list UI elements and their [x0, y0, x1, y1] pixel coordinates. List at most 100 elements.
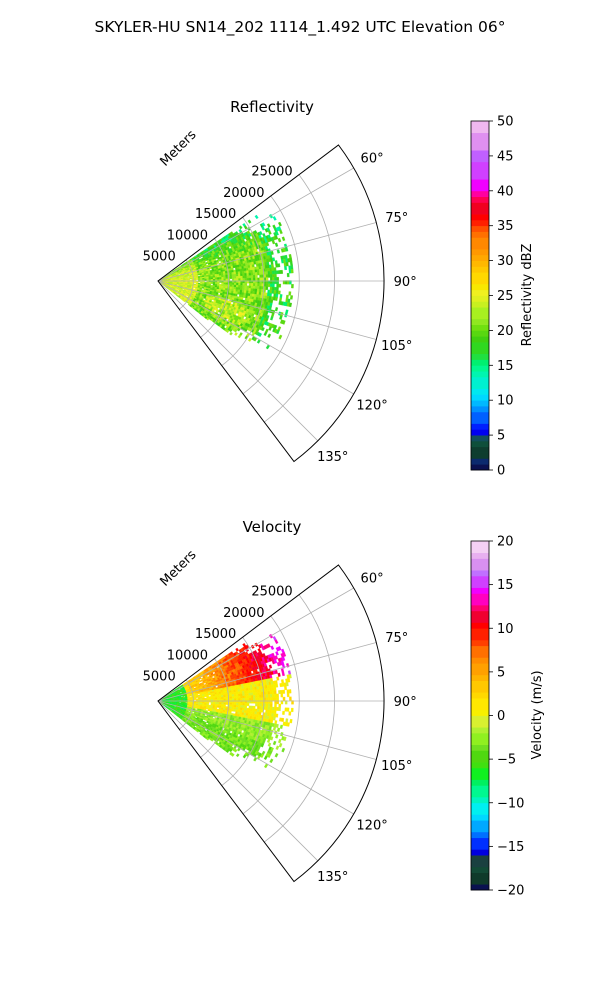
colorbar-segment [471, 359, 489, 366]
data-cell [233, 276, 237, 279]
colorbar-segment [471, 394, 489, 401]
colorbar-segment [471, 318, 489, 325]
data-cell [221, 276, 224, 280]
data-cell [276, 287, 279, 291]
data-cell [258, 711, 262, 716]
data-cell [267, 283, 271, 288]
colorbar-segment [471, 179, 489, 186]
data-cell [265, 277, 269, 281]
data-cell [212, 275, 216, 278]
range-tick-label: 10000 [167, 648, 208, 663]
data-cell [182, 299, 186, 303]
data-cell [221, 278, 224, 281]
data-cell [272, 283, 275, 288]
data-cell [271, 690, 275, 695]
data-cell [240, 702, 243, 706]
data-cell [279, 294, 283, 299]
colorbar-segment [471, 417, 489, 424]
colorbar-segment [471, 336, 489, 343]
data-cell [212, 697, 216, 700]
reflectivity-panel: Reflectivity 50001000015000200002500060°… [143, 98, 535, 479]
data-cell [198, 698, 201, 700]
data-cell [248, 288, 252, 292]
data-cell [267, 697, 271, 701]
data-cell [257, 283, 260, 287]
data-cell [242, 287, 245, 291]
data-cell [274, 286, 277, 291]
data-cell [286, 689, 290, 694]
data-cell [288, 689, 292, 694]
data-cell [221, 696, 224, 700]
data-cell [285, 294, 289, 299]
data-cell [275, 651, 279, 656]
azimuth-tick-label: 60° [361, 571, 384, 586]
data-cell [246, 695, 250, 699]
data-cell [240, 275, 243, 279]
data-cell [248, 705, 252, 709]
data-cell [206, 279, 209, 281]
data-cell [280, 693, 284, 698]
colorbar-segment [471, 330, 489, 337]
data-cell [229, 702, 233, 706]
data-cell [279, 297, 282, 302]
data-cell [254, 285, 258, 290]
data-cell [280, 668, 285, 673]
data-cell [223, 698, 226, 701]
data-cell [225, 278, 229, 281]
data-cell [217, 698, 220, 701]
data-cell [285, 262, 289, 267]
data-cell [244, 273, 247, 276]
data-cell [252, 705, 256, 709]
data-cell [252, 272, 256, 276]
data-cell [253, 697, 256, 701]
data-cell [215, 698, 218, 701]
data-cell [288, 254, 292, 259]
data-cell [229, 286, 233, 290]
data-cell [257, 691, 260, 696]
azimuth-tick-label: 90° [394, 275, 417, 290]
data-cell [288, 291, 292, 296]
data-cell [233, 271, 237, 275]
colorbar-segment [471, 860, 489, 868]
data-cell [212, 699, 216, 701]
data-cell [223, 284, 226, 287]
colorbar-segment [471, 138, 489, 145]
data-cell [281, 679, 284, 684]
colorbar-tick-label: 15 [497, 359, 514, 374]
reflectivity-colorbar-label: Reflectivity dBZ [520, 244, 535, 347]
data-cell [291, 284, 294, 289]
data-cell [214, 695, 218, 698]
data-cell [217, 278, 220, 281]
data-cell [231, 692, 235, 695]
data-cell [242, 707, 245, 711]
colorbar-segment [471, 184, 489, 192]
range-tick-label: 25000 [251, 165, 292, 180]
data-cell [259, 274, 262, 278]
data-cell [276, 283, 279, 288]
data-cell [235, 284, 239, 288]
data-cell [269, 274, 273, 278]
data-cell [216, 703, 220, 707]
data-cell [231, 704, 235, 708]
data-cell [234, 332, 238, 336]
data-cell [235, 273, 239, 277]
colorbar-segment [471, 423, 489, 430]
data-cell [269, 703, 273, 708]
data-cell [233, 289, 237, 292]
data-cell [214, 275, 218, 278]
data-cell [252, 692, 256, 696]
data-cell [244, 278, 248, 281]
data-cell [179, 701, 182, 703]
data-cell [216, 261, 220, 265]
data-cell [219, 278, 222, 281]
data-cell [281, 671, 285, 677]
data-cell [223, 702, 226, 705]
data-cell [278, 707, 281, 712]
colorbar-segment [471, 312, 489, 320]
data-cell [269, 758, 274, 764]
colorbar-segment [471, 208, 489, 215]
data-cell [286, 707, 290, 712]
data-cell [239, 691, 243, 694]
data-cell [276, 727, 281, 732]
